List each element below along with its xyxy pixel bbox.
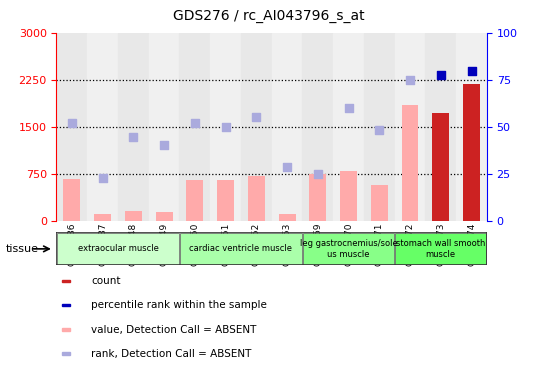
Bar	[217, 180, 234, 221]
Bar	[401, 105, 419, 221]
Bar	[63, 179, 80, 221]
Bar	[87, 33, 118, 221]
Bar	[303, 233, 394, 265]
Point	[129, 134, 138, 140]
Point	[252, 114, 260, 120]
Text: rank, Detection Call = ABSENT: rank, Detection Call = ABSENT	[91, 349, 252, 359]
Bar	[125, 211, 142, 221]
Point	[467, 68, 476, 74]
Bar	[395, 33, 426, 221]
Text: percentile rank within the sample: percentile rank within the sample	[91, 300, 267, 310]
Bar	[433, 113, 449, 221]
Bar	[62, 304, 70, 306]
Text: cardiac ventricle muscle: cardiac ventricle muscle	[189, 244, 293, 253]
Bar	[57, 233, 179, 265]
Text: stomach wall smooth
muscle: stomach wall smooth muscle	[396, 239, 485, 259]
Text: tissue: tissue	[5, 244, 38, 254]
Bar	[118, 33, 148, 221]
Bar	[148, 33, 180, 221]
Bar	[463, 84, 480, 221]
Point	[436, 72, 445, 78]
Bar	[371, 185, 388, 221]
Text: leg gastrocnemius/sole
us muscle: leg gastrocnemius/sole us muscle	[300, 239, 398, 259]
Bar	[333, 33, 364, 221]
Bar	[248, 176, 265, 221]
Point	[375, 127, 384, 132]
Point	[160, 142, 168, 148]
Bar	[94, 214, 111, 221]
Bar	[395, 233, 486, 265]
Bar	[62, 280, 70, 282]
Bar	[62, 328, 70, 330]
Point	[283, 164, 292, 170]
Text: count: count	[91, 276, 121, 286]
Point	[221, 124, 230, 130]
Bar	[456, 33, 487, 221]
Bar	[210, 33, 241, 221]
Bar	[364, 33, 395, 221]
Point	[314, 171, 322, 177]
Bar	[272, 33, 302, 221]
Point	[98, 175, 107, 181]
Bar	[309, 174, 326, 221]
Text: value, Detection Call = ABSENT: value, Detection Call = ABSENT	[91, 325, 257, 335]
Bar	[340, 171, 357, 221]
Point	[406, 77, 414, 83]
Point	[68, 120, 76, 126]
Bar	[180, 233, 302, 265]
Point	[190, 120, 199, 126]
Bar	[155, 212, 173, 221]
Bar	[426, 33, 456, 221]
Bar	[56, 33, 87, 221]
Text: extraocular muscle: extraocular muscle	[77, 244, 158, 253]
Bar	[241, 33, 272, 221]
Bar	[186, 180, 203, 221]
Text: GDS276 / rc_AI043796_s_at: GDS276 / rc_AI043796_s_at	[173, 9, 365, 23]
Point	[344, 105, 353, 111]
Bar	[62, 352, 70, 355]
Bar	[180, 33, 210, 221]
Bar	[279, 214, 295, 221]
Bar	[302, 33, 333, 221]
